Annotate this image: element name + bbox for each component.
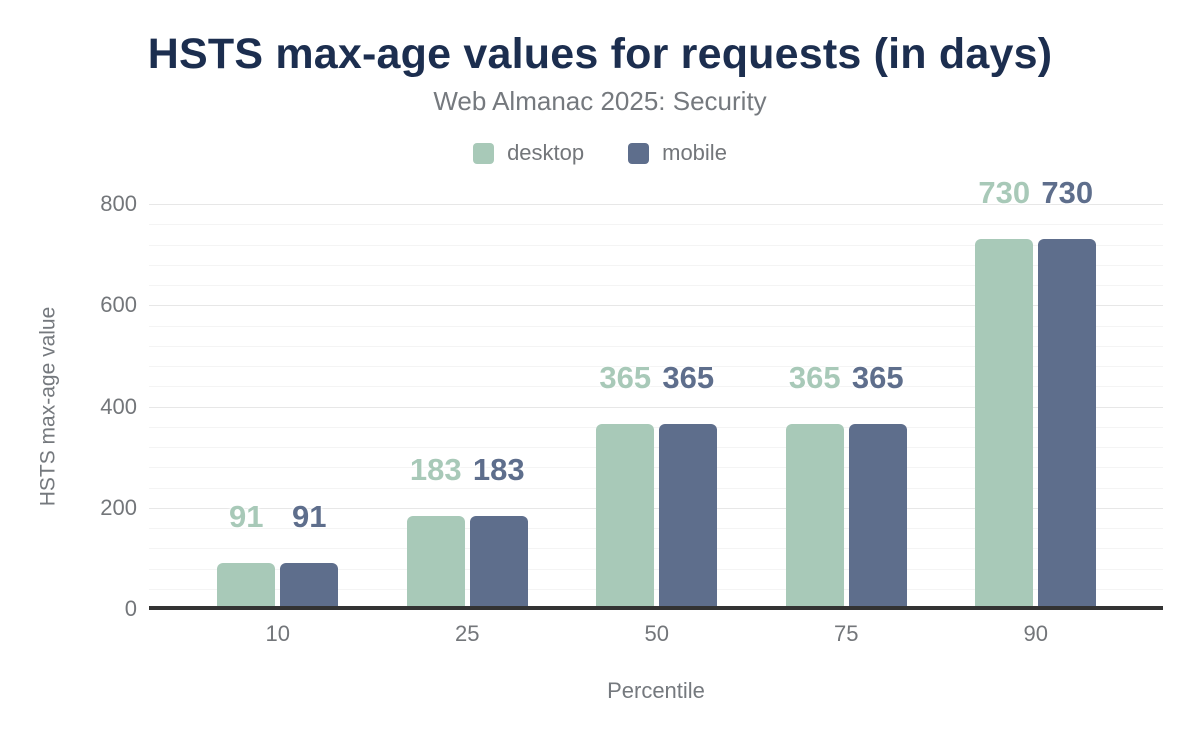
bar-desktop-p25[interactable]: [406, 516, 465, 609]
y-axis-tick-label: 200: [100, 494, 137, 520]
data-label-desktop-p50: 365: [599, 360, 652, 396]
chart-subtitle: Web Almanac 2025: Security: [433, 86, 767, 116]
bar-mobile-p90[interactable]: [1038, 239, 1097, 609]
bar-desktop-p10[interactable]: [217, 562, 276, 609]
legend-label-desktop: desktop: [507, 140, 585, 165]
chart-title: HSTS max-age values for requests (in day…: [147, 30, 1053, 78]
legend: desktop mobile: [0, 140, 1200, 166]
x-axis-tick-label: 25: [455, 621, 480, 646]
data-label-desktop-p90: 730: [978, 175, 1031, 211]
data-label-desktop-p75: 365: [788, 360, 841, 396]
data-label-desktop-p25: 183: [409, 452, 462, 488]
data-label-mobile-p90: 730: [1041, 175, 1094, 211]
minor-gridline: [149, 345, 1163, 347]
y-axis-tick-label: 600: [100, 292, 137, 318]
minor-gridline: [149, 264, 1163, 266]
minor-gridline: [149, 244, 1163, 246]
minor-gridline: [149, 467, 1163, 469]
minor-gridline: [149, 224, 1163, 226]
data-label-desktop-p10: 91: [229, 498, 264, 534]
y-axis-title: HSTS max-age value: [36, 306, 60, 507]
minor-gridline: [149, 548, 1163, 550]
legend-swatch-mobile: [628, 142, 650, 164]
data-label-mobile-p50: 365: [662, 360, 715, 396]
data-label-mobile-p25: 183: [472, 452, 525, 488]
x-axis-tick-label: 50: [644, 621, 670, 646]
major-gridline: [149, 406, 1163, 408]
minor-gridline: [149, 487, 1163, 489]
x-axis-tick-label: 90: [1023, 621, 1049, 646]
legend-label-mobile: mobile: [662, 140, 727, 165]
minor-gridline: [149, 447, 1163, 448]
x-axis-line: [149, 606, 1163, 610]
x-axis-tick-label: 10: [265, 621, 291, 646]
bar-mobile-p75[interactable]: [848, 424, 907, 609]
legend-item-mobile[interactable]: mobile: [628, 140, 727, 166]
minor-gridline: [149, 426, 1163, 428]
bar-mobile-p25[interactable]: [469, 516, 528, 609]
minor-gridline: [149, 386, 1163, 388]
major-gridline: [149, 305, 1163, 307]
x-axis-tick-label: 75: [834, 621, 859, 646]
major-gridline: [149, 204, 1163, 205]
bar-mobile-p10[interactable]: [280, 562, 339, 609]
data-label-mobile-p75: 365: [851, 360, 904, 396]
minor-gridline: [149, 285, 1163, 286]
y-axis-tick-label: 800: [100, 191, 137, 216]
minor-gridline: [149, 325, 1163, 327]
bar-desktop-p75[interactable]: [785, 424, 844, 609]
bar-mobile-p50[interactable]: [659, 424, 718, 609]
y-axis-tick-label: 0: [124, 596, 137, 621]
minor-gridline: [149, 568, 1163, 570]
legend-swatch-desktop: [473, 142, 495, 164]
bar-desktop-p90[interactable]: [975, 239, 1034, 609]
x-axis-title: Percentile: [607, 678, 705, 703]
data-label-mobile-p10: 91: [292, 498, 327, 534]
legend-item-desktop[interactable]: desktop: [473, 140, 584, 166]
minor-gridline: [149, 588, 1163, 590]
y-axis-tick-label: 400: [100, 393, 137, 419]
major-gridline: [149, 507, 1163, 509]
minor-gridline: [149, 366, 1163, 367]
bar-desktop-p50[interactable]: [596, 424, 655, 609]
minor-gridline: [149, 528, 1163, 529]
